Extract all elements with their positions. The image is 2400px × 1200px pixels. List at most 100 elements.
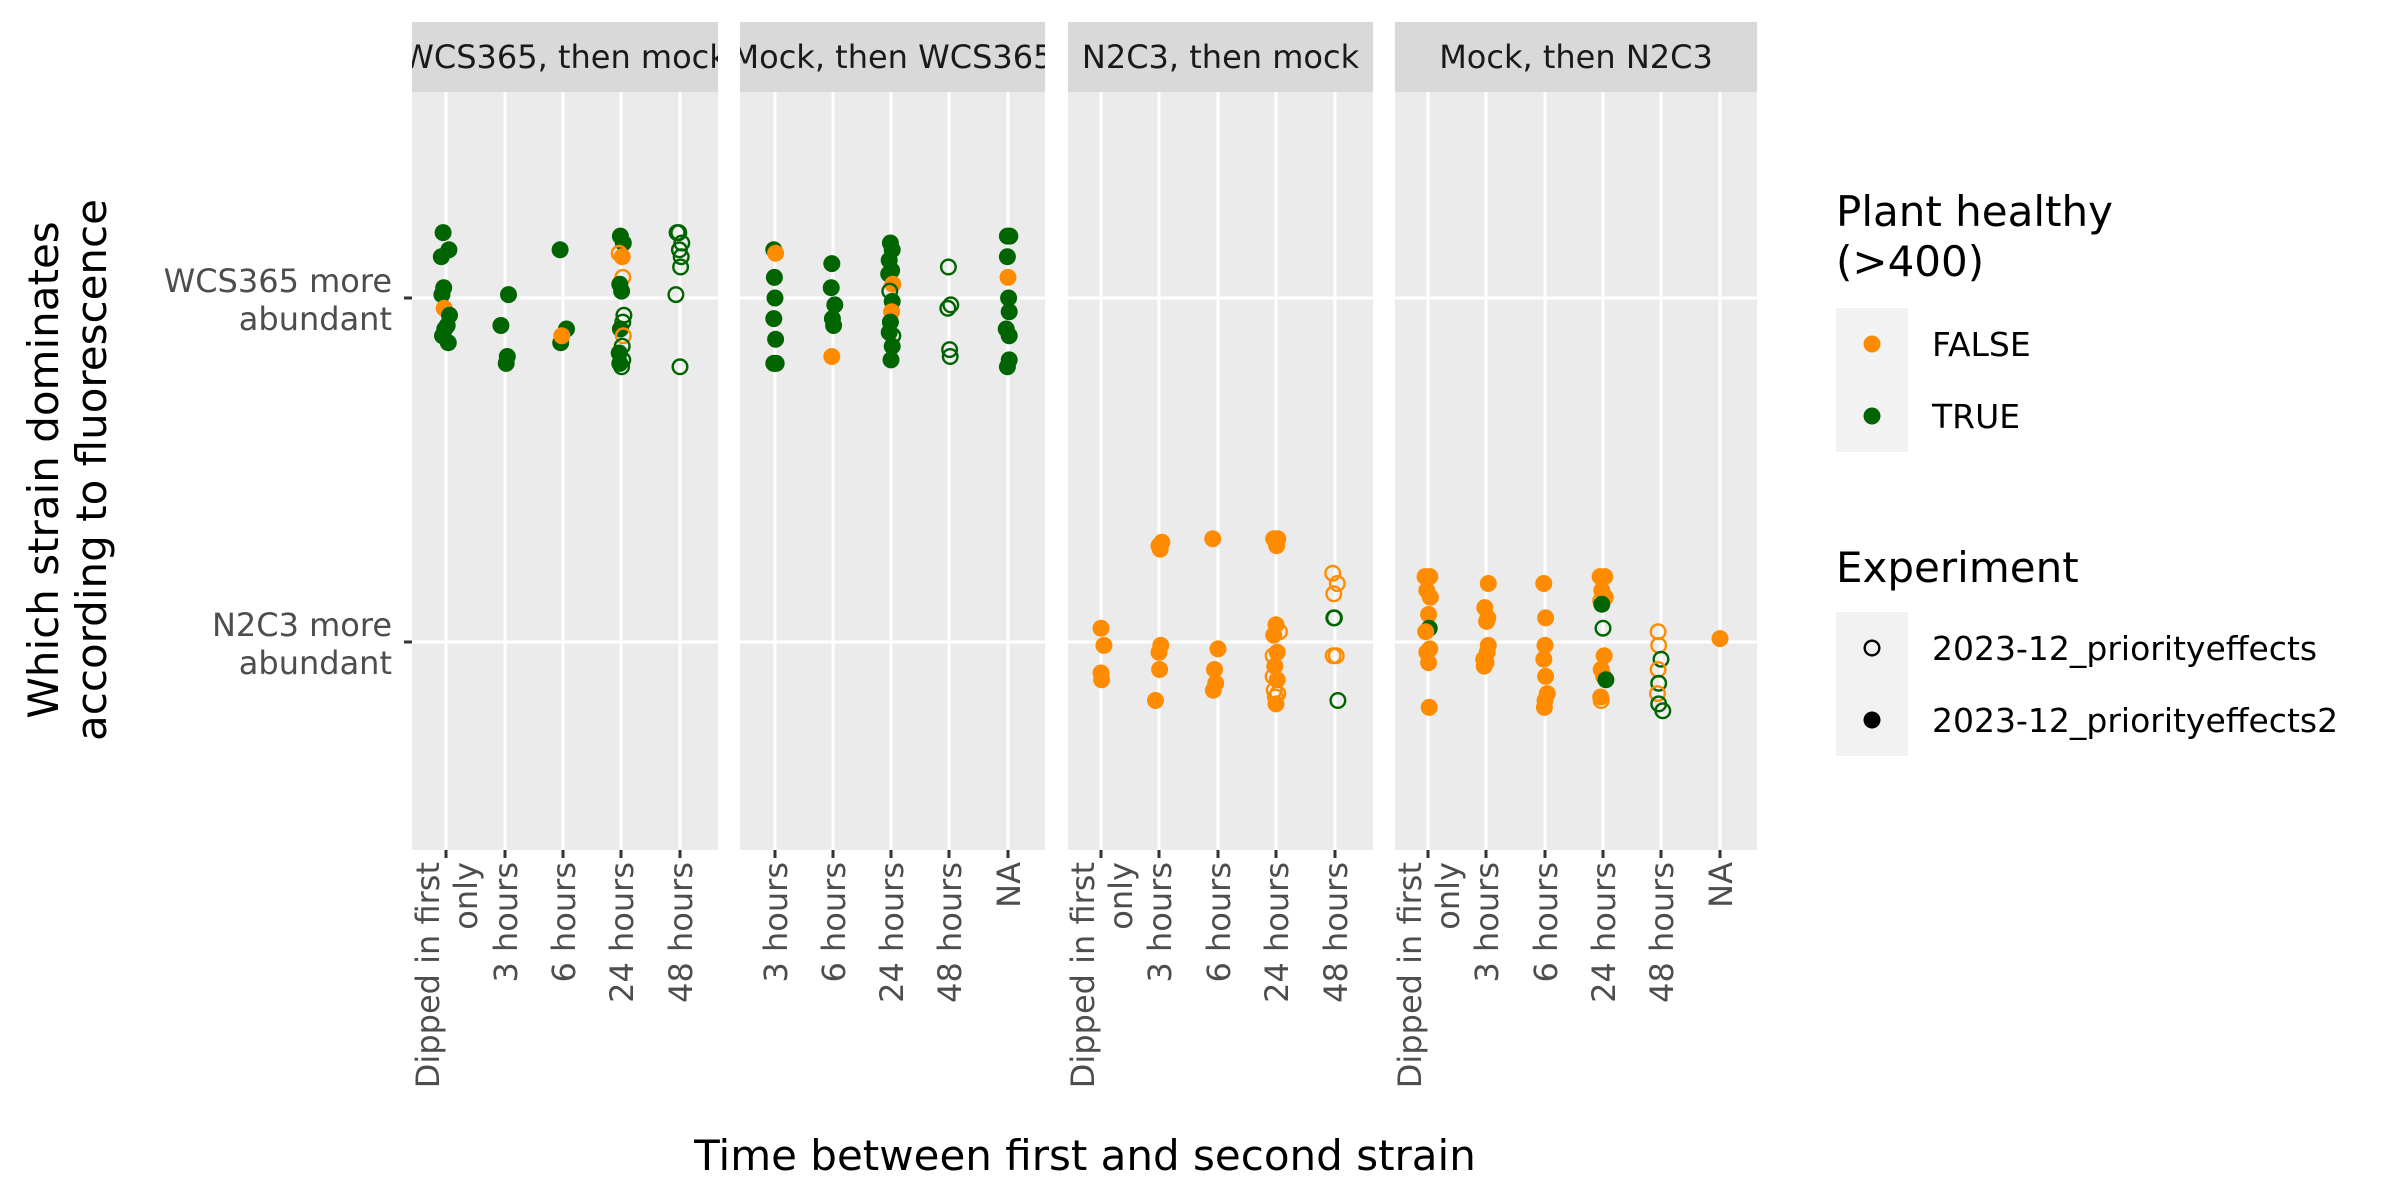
data-point: [998, 358, 1016, 376]
data-point: [1327, 647, 1345, 665]
panel-background: [1395, 92, 1757, 850]
data-point: [1648, 685, 1666, 703]
x-tick-label: only: [1429, 862, 1467, 930]
x-tick-label: only: [1102, 862, 1140, 930]
data-point: [614, 327, 632, 345]
x-tick-label: 6 hours: [1200, 862, 1238, 983]
data-point: [1092, 619, 1110, 637]
data-point: [553, 327, 571, 345]
legend: Plant healthy(>400) FALSE TRUE Experiment 20…: [1836, 187, 2338, 756]
x-tick-label: 48 hours: [1643, 862, 1681, 1003]
facet-strip-label: WCS365, then mock: [402, 38, 728, 76]
x-tick-label: Dipped in first: [1391, 862, 1429, 1088]
data-point: [1209, 640, 1227, 658]
data-point: [1001, 227, 1019, 245]
x-tick-label: 3 hours: [1468, 862, 1506, 983]
data-point: [1652, 650, 1670, 668]
x-axis-title: Time between first and second strain: [693, 1131, 1476, 1180]
data-point: [941, 348, 959, 366]
data-point: [942, 296, 960, 314]
y-tick-label: abundant: [239, 644, 392, 682]
facet-strip: [1068, 22, 1373, 92]
data-point: [1328, 575, 1346, 593]
x-tick-label: 6 hours: [815, 862, 853, 983]
data-point: [1479, 575, 1497, 592]
data-point: [667, 286, 685, 304]
data-point: [672, 248, 690, 266]
data-point: [1266, 688, 1284, 706]
data-point: [671, 358, 689, 376]
x-tick-label: 6 hours: [545, 862, 583, 983]
x-tick-label: 3 hours: [1141, 862, 1179, 983]
data-point: [436, 320, 454, 338]
panel-background: [412, 92, 718, 850]
y-tick-label: abundant: [239, 300, 392, 338]
data-point: [1093, 671, 1111, 689]
legend-label: TRUE: [1931, 397, 2020, 436]
legend-label: 2023-12_priorityeffects2: [1932, 701, 2338, 740]
data-point: [1654, 702, 1672, 720]
data-point: [1650, 674, 1668, 692]
x-tick-label: 24 hours: [1585, 862, 1623, 1003]
y-axis-title: Which strain dominates according to fluor…: [19, 199, 116, 741]
x-tick-label: 48 hours: [1317, 862, 1355, 1003]
data-point: [439, 334, 457, 352]
facet-strip: [412, 22, 718, 92]
data-point: [765, 268, 783, 286]
data-point: [939, 299, 957, 317]
data-point: [1420, 654, 1438, 672]
y-axis-title-line: Which strain dominates: [19, 221, 68, 718]
y-tick-label: N2C3 more: [212, 606, 392, 644]
data-point: [998, 248, 1016, 266]
data-point: [1151, 661, 1169, 678]
data-point: [1596, 568, 1614, 586]
data-point: [823, 348, 841, 365]
facet-strip: [1395, 22, 1757, 92]
facet-panel: Mock, then N2C3 Dipped in first only 3 hour…: [1391, 22, 1757, 1088]
data-point: [1536, 636, 1554, 654]
y-axis-title-line: according to fluorescence: [67, 199, 116, 741]
data-point: [500, 286, 517, 304]
data-point: [1535, 698, 1553, 716]
data-point: [1150, 643, 1168, 661]
data-point: [1000, 289, 1018, 307]
data-point: [941, 341, 959, 359]
data-point: [823, 255, 841, 273]
x-tick-label: NA: [1702, 862, 1740, 908]
facet-panel: N2C3, then mock Dipped in first only 3 hour…: [1064, 22, 1373, 1088]
data-point: [1475, 657, 1493, 675]
panel-background: [1068, 92, 1373, 850]
data-point: [1206, 661, 1223, 678]
legend-title: Experiment: [1836, 543, 2079, 592]
legend-key-swatch: [1863, 711, 1881, 729]
data-point: [1420, 606, 1438, 623]
data-point: [1592, 688, 1610, 706]
data-point: [826, 296, 844, 314]
data-point: [1537, 667, 1555, 685]
facet-strip-label: Mock, then N2C3: [1439, 38, 1713, 76]
legend-key-background: [1836, 612, 1908, 684]
data-point: [492, 317, 510, 334]
x-tick-label: 24 hours: [603, 862, 641, 1003]
data-point: [613, 358, 631, 376]
data-point: [1478, 612, 1496, 630]
data-point: [767, 244, 785, 262]
data-point: [551, 241, 569, 259]
data-point: [883, 337, 901, 355]
x-tick-label: only: [447, 862, 485, 930]
data-point: [1000, 327, 1018, 345]
x-tick-label: 6 hours: [1527, 862, 1565, 983]
data-point: [670, 241, 688, 259]
legend-key-swatch: [1863, 639, 1881, 657]
legend-label: FALSE: [1932, 325, 2031, 364]
data-point: [613, 282, 631, 300]
data-point: [1325, 609, 1343, 627]
legend-title: (>400): [1836, 237, 1984, 286]
x-tick-label: NA: [990, 862, 1028, 908]
facet-panel: Mock, then WCS365 3 hours 6 hours 24 hours 4…: [740, 22, 1045, 1003]
x-tick-label: 48 hours: [931, 862, 969, 1003]
data-point: [1595, 647, 1613, 665]
data-point: [1268, 537, 1286, 555]
